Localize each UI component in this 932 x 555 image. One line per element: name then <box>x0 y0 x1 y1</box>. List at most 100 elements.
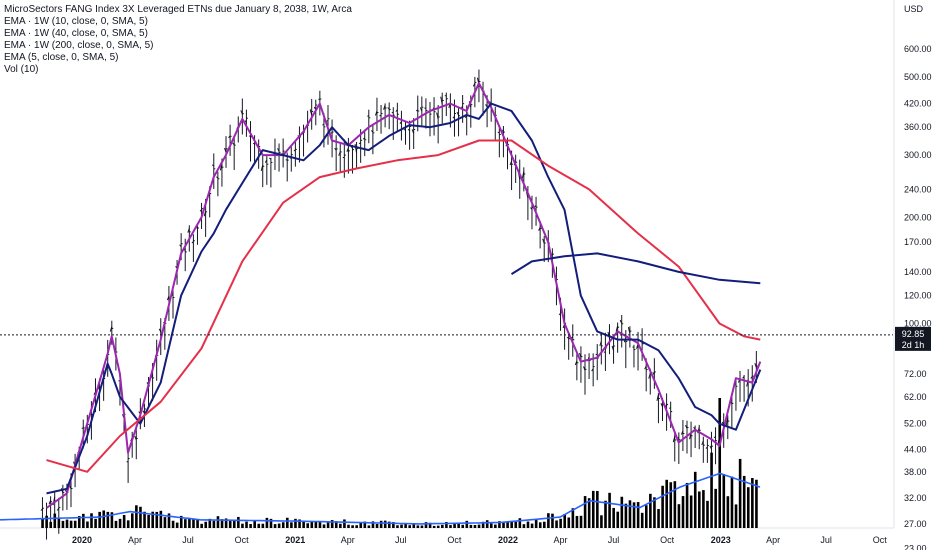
ema200-long-line <box>512 253 761 283</box>
volume-bar <box>657 509 660 528</box>
x-tick-label: Apr <box>128 535 142 545</box>
volume-bar <box>551 514 554 528</box>
volume-bar <box>567 517 570 528</box>
volume-bar <box>257 524 260 528</box>
legend-ema5[interactable]: EMA (5, close, 0, SMA, 5) <box>4 52 352 64</box>
y-tick-label: 360.00 <box>904 122 932 132</box>
countdown-label: 2d 1h <box>902 340 925 350</box>
volume-bar <box>731 477 734 528</box>
volume-bar <box>686 483 689 528</box>
x-tick-label: Jul <box>182 535 194 545</box>
volume-bar <box>274 524 277 528</box>
volume-bar <box>327 523 330 528</box>
volume-bar <box>49 522 52 528</box>
volume-bar <box>510 522 513 528</box>
price-bar-open <box>424 108 426 109</box>
volume-bar <box>323 524 326 528</box>
volume-bar <box>262 524 265 528</box>
y-tick-label: 240.00 <box>904 184 932 194</box>
x-tick-label: Apr <box>341 535 355 545</box>
x-tick-label: Apr <box>766 535 780 545</box>
volume-bar <box>53 514 56 528</box>
volume-bar <box>107 512 110 528</box>
x-tick-label: 2021 <box>285 535 305 545</box>
volume-bar <box>176 523 179 528</box>
volume-bar <box>131 513 134 528</box>
y-tick-label: 23.00 <box>904 544 927 550</box>
volume-bar <box>339 524 342 528</box>
volume-bar <box>641 513 644 528</box>
volume-bar <box>563 514 566 528</box>
volume-bar <box>66 520 69 528</box>
volume-bar <box>147 515 150 528</box>
volume-bar <box>233 520 236 528</box>
volume-bar <box>661 486 664 528</box>
volume-bar <box>596 491 599 528</box>
volume-bar <box>543 522 546 528</box>
y-tick-label: 200.00 <box>904 212 932 222</box>
legend-volume[interactable]: Vol (10) <box>4 64 352 76</box>
volume-bar <box>266 518 269 528</box>
volume-bar <box>102 510 105 528</box>
volume-bar <box>674 481 677 528</box>
volume-bar <box>559 519 562 528</box>
volume-bar <box>249 524 252 528</box>
volume-bar <box>600 515 603 528</box>
volume-bar <box>678 504 681 528</box>
volume-bar <box>172 521 175 528</box>
volume-bar <box>735 504 738 528</box>
volume-bar <box>555 520 558 528</box>
volume-bar <box>466 521 469 528</box>
volume-bar <box>74 521 77 528</box>
volume-bar <box>625 504 628 528</box>
x-tick-label: Jul <box>608 535 620 545</box>
volume-bar <box>384 521 387 528</box>
ema10-line <box>47 83 761 508</box>
price-bar-open <box>82 428 84 429</box>
volume-bar <box>135 505 138 528</box>
volume-bar <box>576 516 579 528</box>
volume-bar <box>665 480 668 528</box>
volume-bar <box>62 521 65 528</box>
volume-bar <box>580 516 583 528</box>
volume-bar <box>123 515 126 528</box>
volume-bar <box>629 500 632 528</box>
x-tick-label: 2020 <box>72 535 92 545</box>
volume-bar <box>417 525 420 528</box>
volume-bar <box>714 489 717 528</box>
volume-bar <box>723 474 726 528</box>
volume-bar <box>45 516 48 528</box>
volume-bar <box>702 490 705 528</box>
volume-bar <box>70 521 73 528</box>
last-price-label: 92.85 <box>902 329 925 339</box>
volume-bar <box>535 519 538 528</box>
volume-bar <box>115 521 118 528</box>
volume-bar <box>694 472 697 528</box>
volume-bar <box>315 522 318 528</box>
volume-bar <box>706 501 709 528</box>
price-bar-open <box>380 115 382 116</box>
volume-bar <box>584 496 587 528</box>
price-bar-open <box>392 112 394 113</box>
y-tick-label: 140.00 <box>904 267 932 277</box>
volume-bar <box>653 497 656 528</box>
volume-bar <box>282 522 285 528</box>
legend-ema10[interactable]: EMA · 1W (10, close, 0, SMA, 5) <box>4 16 352 28</box>
volume-bar <box>523 524 526 528</box>
volume-bar <box>486 520 489 528</box>
volume-bar <box>343 519 346 528</box>
legend-ema200[interactable]: EMA · 1W (200, close, 0, SMA, 5) <box>4 40 352 52</box>
x-tick-label: Oct <box>873 535 888 545</box>
volume-bar <box>616 512 619 528</box>
y-tick-label: 300.00 <box>904 150 932 160</box>
volume-bar <box>192 519 195 528</box>
price-bar-open <box>498 132 500 133</box>
legend: MicroSectors FANG Index 3X Leveraged ETN… <box>4 4 352 76</box>
legend-ema40[interactable]: EMA · 1W (40, close, 0, SMA, 5) <box>4 28 352 40</box>
volume-bar <box>184 519 187 528</box>
volume-bar <box>294 519 297 528</box>
volume-bar <box>286 518 289 528</box>
volume-bar <box>437 526 440 528</box>
volume-bar <box>253 520 256 528</box>
y-tick-label: 38.00 <box>904 467 927 477</box>
